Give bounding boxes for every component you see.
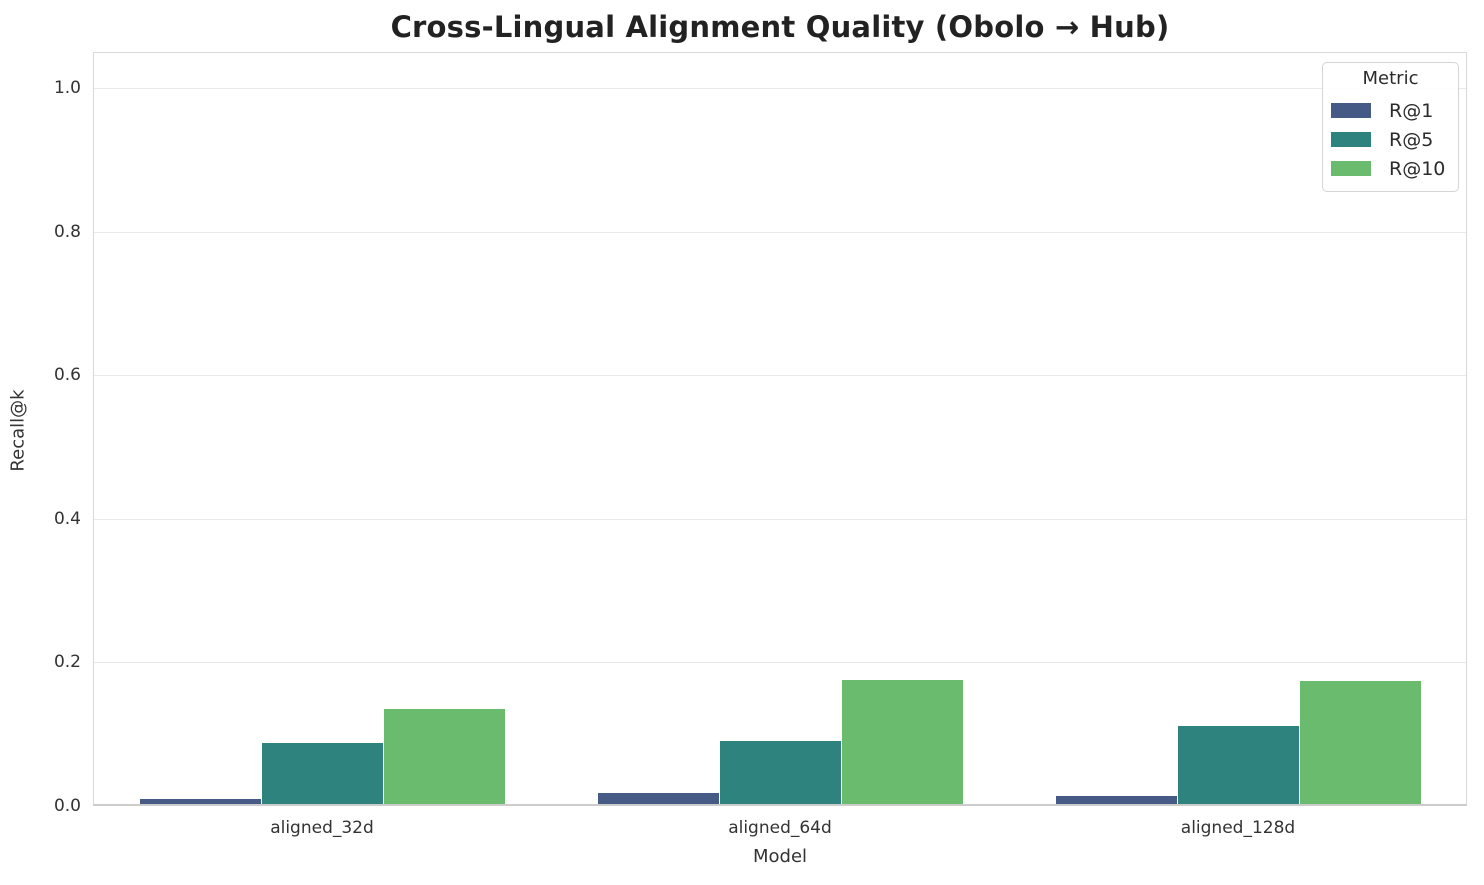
x-axis-label: Model bbox=[752, 846, 808, 867]
y-tick-label: 0.8 bbox=[53, 221, 81, 242]
legend-swatch-icon bbox=[1331, 132, 1371, 147]
y-tick-label: 1.0 bbox=[53, 77, 81, 98]
legend-swatch-icon bbox=[1331, 161, 1371, 176]
gridline bbox=[94, 518, 1466, 520]
bar-aligned_64d-R@1 bbox=[597, 793, 719, 804]
legend-entries: R@1 R@5 R@10 bbox=[1331, 96, 1450, 183]
chart-title: Cross-Lingual Alignment Quality (Obolo →… bbox=[390, 10, 1170, 44]
legend: Metric R@1 R@5 R@10 bbox=[1322, 62, 1459, 192]
x-tick-label: aligned_128d bbox=[1180, 818, 1296, 838]
bar-aligned_128d-R@1 bbox=[1055, 796, 1177, 804]
legend-title: Metric bbox=[1362, 68, 1419, 89]
bar-aligned_32d-R@1 bbox=[139, 799, 261, 804]
y-axis-label: Recall@k bbox=[7, 389, 29, 472]
gridline bbox=[94, 87, 1466, 89]
x-tick-label: aligned_64d bbox=[728, 818, 832, 838]
legend-entry-R@5: R@5 bbox=[1331, 125, 1450, 154]
gridline bbox=[94, 662, 1466, 664]
bar-aligned_32d-R@5 bbox=[261, 743, 384, 804]
bar-aligned_128d-R@10 bbox=[1300, 681, 1422, 804]
y-tick-label: 0.2 bbox=[53, 652, 81, 673]
legend-label: R@10 bbox=[1389, 157, 1446, 180]
y-tick-label: 0.6 bbox=[53, 365, 81, 386]
y-tick-label: 0.4 bbox=[53, 508, 81, 529]
bar-aligned_64d-R@5 bbox=[719, 741, 842, 804]
y-tick-label: 0.0 bbox=[53, 796, 81, 816]
x-tick-label: aligned_32d bbox=[270, 818, 374, 838]
legend-entry-R@1: R@1 bbox=[1331, 96, 1450, 125]
legend-entry-R@10: R@10 bbox=[1331, 154, 1450, 183]
legend-label: R@5 bbox=[1389, 128, 1434, 151]
gridline bbox=[94, 231, 1466, 233]
legend-label: R@1 bbox=[1389, 99, 1434, 122]
gridline bbox=[94, 375, 1466, 377]
plot-area bbox=[93, 52, 1467, 806]
bar-aligned_64d-R@10 bbox=[842, 680, 964, 804]
legend-swatch-icon bbox=[1331, 103, 1371, 118]
bar-aligned_32d-R@10 bbox=[384, 709, 506, 804]
bar-aligned_128d-R@5 bbox=[1177, 726, 1300, 804]
